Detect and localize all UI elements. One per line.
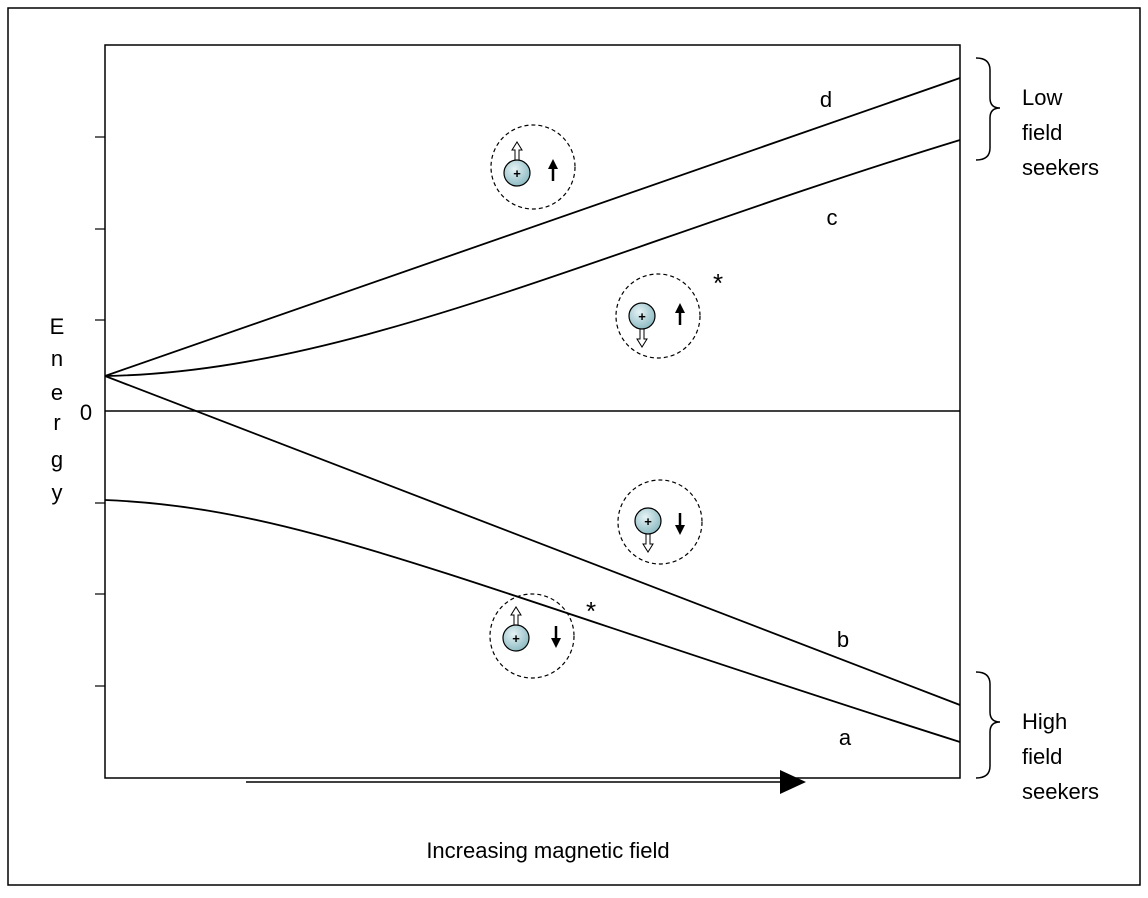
atom: + (490, 594, 574, 678)
group-label: Low (1022, 85, 1062, 110)
atom: + (616, 274, 700, 358)
ticks (95, 137, 105, 686)
axis-letter: E (50, 314, 65, 339)
axis-letter: r (53, 410, 60, 435)
diagram: d c b a Low field seekers High field see… (0, 0, 1148, 893)
marker: * (586, 596, 596, 626)
atom-sign: + (513, 166, 521, 181)
zero-label: 0 (80, 400, 92, 425)
braces (976, 58, 1000, 778)
marker: * (713, 268, 723, 298)
field-arrowhead (780, 770, 806, 794)
group-label: field (1022, 744, 1062, 769)
curve-a (105, 500, 960, 742)
axis-letter: g (51, 447, 63, 472)
group-label: seekers (1022, 779, 1099, 804)
curves (105, 78, 960, 742)
axis-letter: n (51, 346, 63, 371)
curve-b (105, 376, 960, 705)
x-axis-label: Increasing magnetic field (426, 838, 669, 863)
group-label: High (1022, 709, 1067, 734)
axis-letter: e (51, 380, 63, 405)
atom: + (618, 480, 702, 564)
curve-label: a (839, 725, 852, 750)
group-label: field (1022, 120, 1062, 145)
atom-sign: + (644, 514, 652, 529)
frame (8, 8, 1140, 885)
page: {"y_axis":{"label_letters":["E","n","e",… (0, 0, 1148, 893)
atom-sign: + (638, 309, 646, 324)
curve-label: b (837, 627, 849, 652)
curve-c (105, 140, 960, 376)
atom-sign: + (512, 631, 520, 646)
curve-label: c (827, 205, 838, 230)
curve-label: d (820, 87, 832, 112)
atom: + (491, 125, 575, 209)
group-label: seekers (1022, 155, 1099, 180)
axis-letter: y (52, 480, 63, 505)
